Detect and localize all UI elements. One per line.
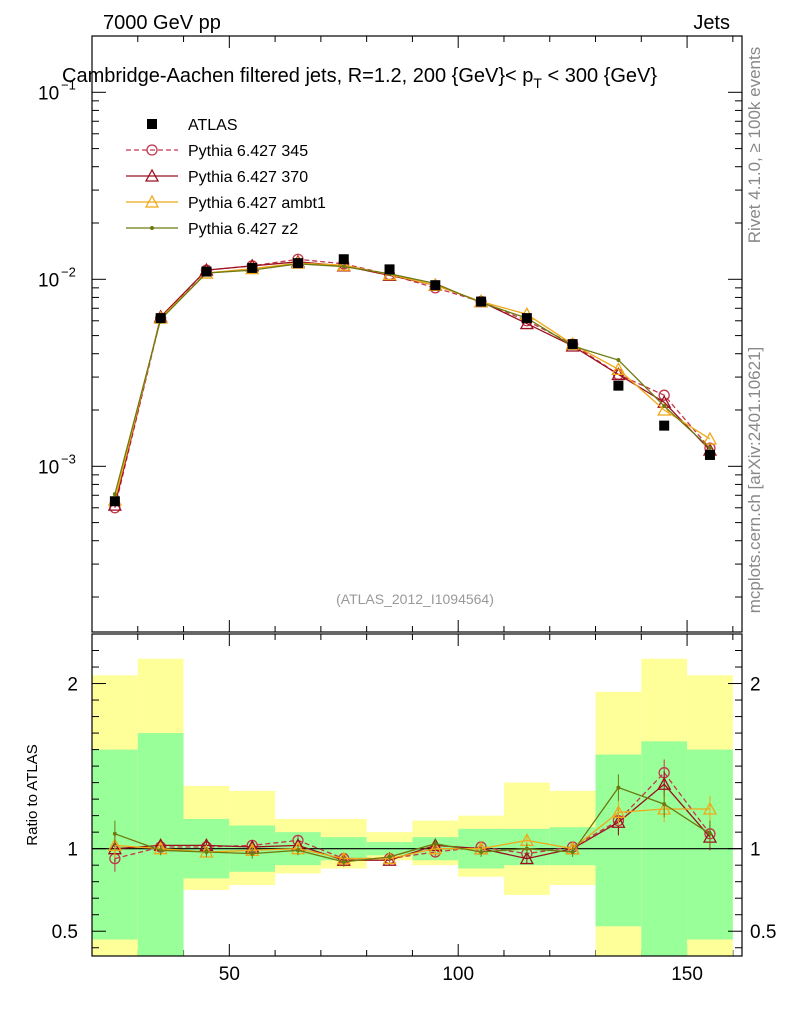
atlas-data-point <box>613 380 624 391</box>
legend-atlas-marker <box>147 119 157 129</box>
x-tick-label: 150 <box>671 964 703 985</box>
ratio-3-point <box>707 831 712 836</box>
ratio-3-point <box>524 846 529 851</box>
series-3-point <box>112 492 117 497</box>
ratio-3-point <box>112 831 117 836</box>
series-2-point <box>611 361 626 375</box>
ratio-line-3 <box>114 786 711 863</box>
ratio-3-point <box>250 851 255 856</box>
ratio-2-point <box>611 804 626 818</box>
ratio-3-point <box>616 785 621 790</box>
header-right-label: Jets <box>693 12 730 34</box>
ratio-1-point <box>611 814 626 828</box>
analysis-watermark: (ATLAS_2012_I1094564) <box>336 591 494 607</box>
ratio-y-tick-label: 0.5 <box>52 922 78 943</box>
ratio-2-point <box>428 841 443 855</box>
ratio-3-point <box>341 859 346 864</box>
ratio-3-point <box>479 849 484 854</box>
header-left-label: 7000 GeV pp <box>103 12 221 34</box>
ratio-3-point <box>387 854 392 859</box>
chart-title-part: Cambridge-Aachen filtered jets, R=1.2, 2… <box>62 65 533 87</box>
legend-marker-2 <box>144 194 160 208</box>
ratio-3-point <box>158 848 163 853</box>
series-2-point <box>336 257 351 271</box>
atlas-data-point <box>521 313 532 324</box>
x-tick-label: 100 <box>442 964 474 985</box>
atlas-data-point <box>659 420 670 431</box>
legend-label-0: Pythia 6.427 345 <box>188 143 308 160</box>
y-tick-label: 10 <box>38 83 59 104</box>
ratio-plot-panel: 50 100 150 0.5 0.5 1 1 2 2 Ratio to ATLAS <box>24 633 776 985</box>
chart-title: Cambridge-Aachen filtered jets, R=1.2, 2… <box>62 65 657 91</box>
atlas-data-point <box>109 496 120 507</box>
ratio-y-tick-label: 1 <box>67 840 78 861</box>
ratio-2-point <box>702 801 718 815</box>
legend-label-2: Pythia 6.427 ambt1 <box>188 195 326 212</box>
atlas-data-point <box>338 254 349 265</box>
x-tick-label: 50 <box>219 964 240 985</box>
ratio-3-point <box>433 841 438 846</box>
atlas-data-point <box>247 262 258 273</box>
ratio-y-tick-label: 2 <box>67 675 78 696</box>
legend-label-3: Pythia 6.427 z2 <box>188 221 298 238</box>
ratio-3-point <box>570 849 575 854</box>
ratio-frame <box>91 633 743 957</box>
series-3-point <box>341 264 346 269</box>
ratio-3-point <box>204 849 209 854</box>
ratio-line-1 <box>114 783 711 861</box>
ratio-y-axis-label: Ratio to ATLAS <box>24 744 41 845</box>
ratio-y-tick-label-right: 1 <box>750 840 761 861</box>
series-3-point <box>662 404 667 409</box>
y-tick-exponent: −2 <box>61 264 76 279</box>
y-tick-exponent: −1 <box>61 77 76 92</box>
y-tick-label: 10 <box>38 457 59 478</box>
mcplots-credit-label: mcplots.cern.ch [arXiv:2401.10621] <box>745 347 764 613</box>
legend-label-1: Pythia 6.427 370 <box>188 169 308 186</box>
series-2-point <box>702 431 718 445</box>
ratio-3-point <box>295 848 300 853</box>
ratio-line-0 <box>114 771 711 860</box>
atlas-data-point <box>567 339 578 350</box>
legend-marker-0 <box>146 144 158 156</box>
ratio-1-point <box>657 776 672 790</box>
atlas-data-point <box>155 313 166 324</box>
main-frame <box>91 35 743 633</box>
y-tick-label: 10 <box>38 270 59 291</box>
ratio-2-point <box>107 838 122 852</box>
chart-title-part: T <box>533 75 542 91</box>
ratio-1-point <box>382 852 397 866</box>
series-line-3 <box>114 263 711 495</box>
legend-marker-3 <box>150 226 154 230</box>
series-3-point <box>707 446 712 451</box>
atlas-data-point <box>704 449 715 460</box>
ratio-2-point <box>382 851 397 865</box>
series-0-point <box>658 389 670 401</box>
chart-title-part: < 300 {GeV} <box>542 65 657 87</box>
ratio-3-point <box>662 802 667 807</box>
y-tick-exponent: −3 <box>61 451 76 466</box>
ratio-1-point <box>519 851 534 865</box>
legend-atlas-label: ATLAS <box>188 117 238 134</box>
atlas-data-point <box>384 264 395 275</box>
legend-marker-1 <box>144 168 160 182</box>
atlas-data-point <box>476 296 487 307</box>
atlas-data-point <box>292 258 303 269</box>
atlas-data-point <box>201 266 212 277</box>
atlas-data-point <box>430 280 441 291</box>
ratio-y-tick-label-right: 0.5 <box>750 922 776 943</box>
rivet-version-label: Rivet 4.1.0, ≥ 100k events <box>745 47 764 243</box>
series-3-point <box>616 358 621 363</box>
ratio-y-tick-label-right: 2 <box>750 675 761 696</box>
